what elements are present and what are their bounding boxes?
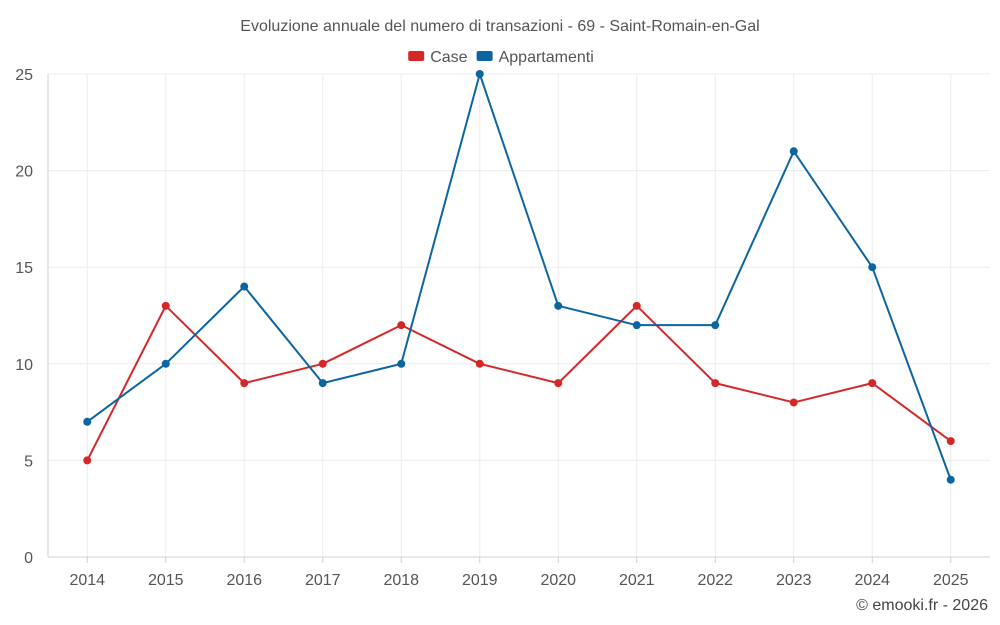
x-tick-label: 2022 (697, 572, 733, 589)
data-point-case-2017 (318, 359, 327, 368)
x-tick-label: 2019 (462, 572, 498, 589)
data-point-case-2024 (868, 379, 877, 388)
data-point-case-2022 (711, 379, 720, 388)
data-point-appartamenti-2024 (868, 263, 877, 272)
data-point-appartamenti-2023 (789, 147, 798, 156)
data-point-case-2025 (946, 437, 955, 446)
y-tick-label: 0 (24, 550, 33, 567)
legend-swatch-case[interactable] (408, 51, 425, 61)
data-point-appartamenti-2022 (711, 321, 720, 330)
x-tick-label: 2025 (933, 572, 969, 589)
legend-label-appartamenti[interactable]: Appartamenti (499, 49, 594, 66)
x-tick-label: 2018 (383, 572, 419, 589)
data-point-appartamenti-2020 (554, 301, 563, 310)
y-tick-label: 25 (15, 67, 33, 84)
data-point-case-2016 (240, 379, 249, 388)
grid (48, 73, 990, 557)
data-point-case-2020 (554, 379, 563, 388)
y-tick-label: 20 (15, 164, 33, 181)
x-tick-label: 2023 (776, 572, 812, 589)
x-tick-label: 2021 (619, 572, 655, 589)
data-point-appartamenti-2021 (632, 321, 641, 330)
data-point-case-2015 (161, 301, 170, 310)
y-tick-label: 10 (15, 357, 33, 374)
y-tick-label: 5 (24, 453, 33, 470)
data-point-case-2019 (475, 359, 484, 368)
x-tick-label: 2017 (305, 572, 341, 589)
x-tick-label: 2015 (148, 572, 184, 589)
legend[interactable]: Case Appartamenti (408, 49, 594, 66)
series-line-case (86, 304, 952, 461)
credit-text: © emooki.fr - 2026 (856, 597, 988, 614)
data-point-appartamenti-2019 (475, 70, 484, 78)
data-point-appartamenti-2018 (397, 359, 406, 368)
x-tick-label: 2020 (540, 572, 576, 589)
series-line-appartamenti (86, 73, 952, 481)
legend-swatch-appartamenti[interactable] (476, 51, 493, 61)
data-point-appartamenti-2016 (240, 282, 249, 291)
data-point-appartamenti-2014 (83, 417, 92, 426)
data-point-appartamenti-2025 (946, 475, 955, 484)
data-point-case-2018 (397, 321, 406, 330)
x-tick-label: 2024 (854, 572, 890, 589)
chart-title: Evoluzione annuale del numero di transaz… (240, 18, 759, 35)
data-point-case-2014 (83, 456, 92, 465)
y-tick-label: 15 (15, 260, 33, 277)
data-point-appartamenti-2015 (161, 359, 170, 368)
legend-label-case[interactable]: Case (430, 49, 467, 66)
x-tick-label: 2016 (226, 572, 262, 589)
data-point-case-2023 (789, 398, 798, 407)
series (83, 70, 955, 484)
data-point-appartamenti-2017 (318, 379, 327, 388)
x-tick-label: 2014 (69, 572, 105, 589)
data-point-case-2021 (632, 301, 641, 310)
